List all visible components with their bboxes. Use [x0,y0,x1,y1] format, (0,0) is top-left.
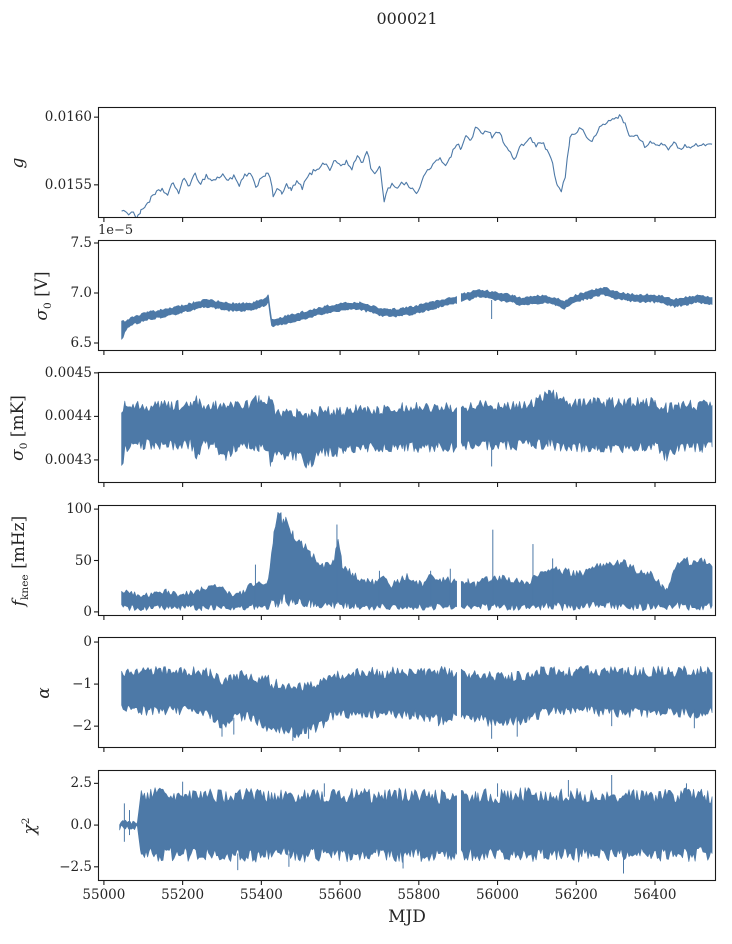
y-axis-label-part: χ [20,823,40,835]
y-tick-label-sigma0-mk: 0.0043 [44,451,92,468]
y-axis-label-part: σ [8,448,29,461]
y-tick-label-alpha: −2 [72,718,92,735]
x-tick-label: 55000 [82,887,126,903]
panel-fknee [94,504,717,620]
plot-svg-alpha [94,636,717,752]
y-tick-label-sigma0-mk: 0.0044 [44,408,92,425]
figure-title: 000021 [376,9,438,28]
y-tick-label-g: 0.0160 [44,109,92,126]
y-axis-label-part: α [34,686,54,699]
y-axis-label-part: [mK] [8,394,29,443]
plot-svg-g [94,106,717,222]
panel-sigma0-mk [94,371,717,487]
x-tick-label: 55400 [239,887,283,903]
x-tick-label: 56400 [633,887,677,903]
y-tick-label-fknee: 50 [74,552,92,569]
y-axis-label-part: knee [18,573,31,600]
y-tick-label-chi2: −2.5 [59,858,92,875]
plot-svg-sigma0-v [94,239,717,355]
y-tick-label-fknee: 100 [66,501,92,518]
y-axis-label-part: [V] [32,270,53,302]
panel-g [94,106,717,222]
x-tick-label: 55800 [397,887,441,903]
y-tick-label-sigma0-v: 6.5 [70,335,92,351]
y-axis-label-chi2: χ2 [20,817,40,834]
y-axis-label-alpha: α [34,687,54,698]
y-tick-label-chi2: 2.5 [70,775,92,792]
y-tick-label-sigma0-v: 7.0 [70,285,92,301]
plot-svg-fknee [94,504,717,620]
y-tick-label-fknee: 0 [83,603,92,620]
plot-svg-chi2 [94,769,717,885]
x-axis-label: MJD [388,907,426,927]
plot-svg-sigma0-mk [94,371,717,487]
y-axis-offset-text: 1e−5 [98,223,134,238]
y-tick-label-sigma0-v: 7.5 [70,235,92,251]
y-axis-label-sigma0-v: σ0 [V] [32,271,54,320]
y-tick-label-alpha: 0 [83,634,92,651]
y-axis-label-part: g [8,157,28,168]
y-tick-label-g: 0.0155 [44,176,92,193]
x-tick-label: 55600 [318,887,362,903]
y-axis-label-part: [mHz] [9,515,30,574]
panel-chi2 [94,769,717,885]
x-tick-label: 55200 [161,887,205,903]
y-axis-label-fknee: fknee [mHz] [9,515,31,606]
y-axis-label-sigma0-mk: σ0 [mK] [8,395,30,461]
y-axis-label-part: 2 [20,816,33,824]
y-tick-label-sigma0-mk: 0.0045 [44,364,92,381]
y-tick-label-alpha: −1 [72,676,92,693]
y-axis-label-g: g [8,157,28,168]
x-tick-label: 56200 [554,887,598,903]
y-axis-label-part: σ [32,308,53,321]
y-axis-label-part: f [9,599,30,606]
y-axis-label-part: 0 [41,301,54,309]
x-tick-label: 56000 [476,887,519,903]
panel-sigma0-v [94,239,717,355]
panel-alpha [94,636,717,752]
y-axis-label-part: 0 [17,442,30,449]
y-tick-label-chi2: 0.0 [70,817,92,834]
